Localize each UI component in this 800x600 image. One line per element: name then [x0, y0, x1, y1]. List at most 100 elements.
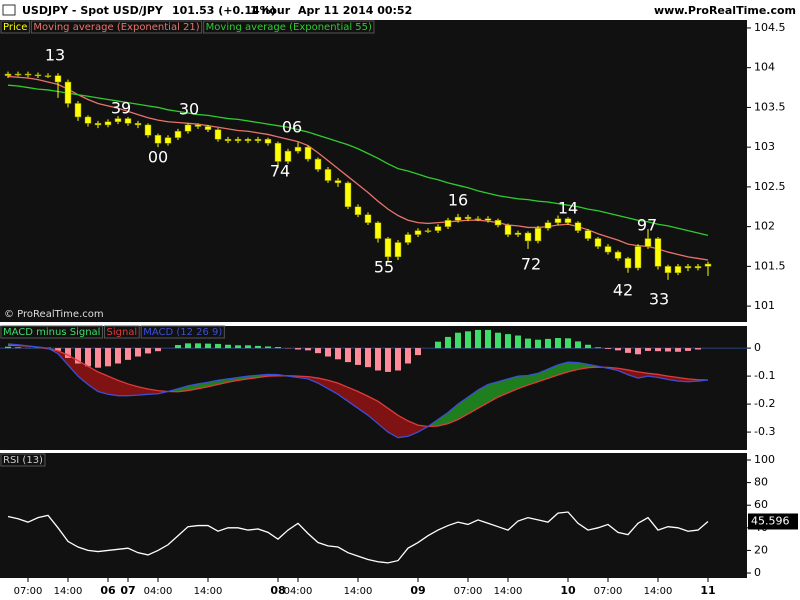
legend-entry: MACD (12 26 9): [143, 327, 222, 338]
last-value-label: 45.596: [751, 514, 790, 527]
x-tick-label: 08: [270, 584, 285, 597]
y-tick-label: 0: [754, 341, 761, 354]
site: www.ProRealTime.com: [654, 4, 796, 17]
y-tick-label: 60: [754, 498, 768, 511]
x-tick-label: 04:00: [284, 586, 313, 597]
histogram-bar: [235, 345, 241, 349]
legend-entry: Moving average (Exponential 21): [33, 22, 199, 33]
candle-body: [684, 266, 692, 269]
y-tick-label: 20: [754, 543, 768, 556]
signal-line: [7, 344, 709, 428]
y-tick-label: 103: [754, 140, 775, 153]
x-tick-label: 07:00: [594, 586, 623, 597]
candle-body: [624, 258, 632, 269]
macd-signal-fill: [448, 404, 458, 424]
x-tick-label: 11: [700, 584, 715, 597]
candle-body: [354, 206, 362, 215]
histogram-bar: [125, 348, 131, 360]
candle-body: [294, 146, 302, 152]
candle-body: [54, 75, 62, 83]
candle-body: [104, 121, 112, 126]
histogram-bar: [665, 348, 671, 352]
histogram-bar: [475, 329, 481, 349]
candle-body: [334, 180, 342, 184]
candle-body: [74, 103, 82, 118]
histogram-bar: [135, 348, 141, 357]
x-tick-label: 14:00: [494, 586, 523, 597]
candle-body: [644, 238, 652, 247]
histogram-bar: [585, 344, 591, 349]
x-tick-label: 14:00: [194, 586, 223, 597]
candle-body: [454, 216, 462, 221]
macd-signal-fill: [128, 383, 138, 396]
histogram-bar: [555, 338, 561, 349]
candle-body: [34, 74, 42, 77]
legend-box: [0, 453, 46, 467]
candle-body: [64, 81, 72, 104]
y-tick-label: 101.5: [754, 259, 786, 272]
histogram-bar: [325, 348, 331, 357]
timestamp: Apr 11 2014 00:52: [298, 4, 412, 17]
macd-signal-fill: [98, 371, 108, 395]
legend-entry: RSI (13): [3, 455, 43, 466]
last-value-box: [748, 513, 798, 530]
candle-body: [464, 216, 472, 219]
candle-body: [4, 73, 12, 76]
period: 1 hour: [250, 4, 291, 17]
x-tick-label: 07:00: [14, 586, 43, 597]
histogram-bar: [145, 348, 151, 354]
candle-body: [534, 227, 542, 242]
candle-body: [564, 218, 572, 223]
histogram-bar: [545, 338, 551, 349]
histogram-bar: [615, 348, 621, 351]
histogram-bar: [55, 348, 61, 351]
legend-box: [103, 325, 140, 339]
rsi-panel: [0, 453, 747, 578]
macd-signal-fill: [498, 378, 508, 398]
x-tick-label: 14:00: [54, 586, 83, 597]
histogram-bar: [5, 346, 11, 349]
candle-body: [204, 126, 212, 130]
candle-body: [594, 238, 602, 247]
candle-body: [194, 124, 202, 127]
legend-entry: MACD minus Signal: [3, 327, 100, 338]
candle-body: [614, 251, 622, 259]
macd-signal-fill: [398, 415, 408, 438]
macd-signal-fill: [658, 374, 668, 380]
price-annotation: 39: [111, 99, 131, 118]
candle-body: [184, 124, 192, 132]
histogram-bar: [385, 348, 391, 372]
histogram-bar: [635, 348, 641, 355]
histogram-bar: [315, 348, 321, 354]
rsi-line: [7, 511, 709, 564]
candle-body: [704, 263, 712, 267]
candle-body: [514, 232, 522, 235]
histogram-bar: [105, 348, 111, 367]
price-annotation: 14: [558, 199, 578, 218]
histogram-bar: [515, 335, 521, 349]
candle-body: [394, 242, 402, 258]
candle-body: [344, 182, 352, 208]
header-icon: [2, 4, 16, 16]
macd-signal-fill: [338, 383, 348, 402]
legend-box: [30, 20, 203, 34]
candle-body: [484, 218, 492, 221]
price-annotation: 30: [179, 100, 199, 119]
price-annotation: 72: [521, 255, 541, 274]
candle-body: [304, 146, 312, 160]
candle-body: [574, 222, 582, 231]
candle-body: [434, 226, 442, 231]
candle-body: [234, 138, 242, 142]
moving-average-line: [7, 75, 709, 261]
histogram-bar: [345, 348, 351, 363]
candle-body: [24, 73, 32, 76]
macd-signal-fill: [318, 378, 328, 389]
macd-signal-fill: [488, 381, 498, 403]
macd-signal-fill: [388, 408, 398, 438]
candle-body: [274, 142, 282, 162]
price-panel: [0, 20, 747, 322]
candle-body: [374, 222, 382, 239]
y-tick-label: -0.2: [754, 397, 775, 410]
price-annotation: 16: [448, 191, 468, 210]
